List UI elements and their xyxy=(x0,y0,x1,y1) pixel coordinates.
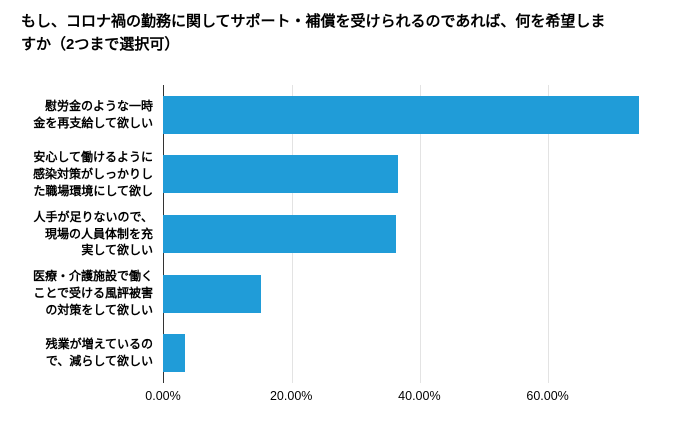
chart-row: 残業が増えているの で、減らして欲しい xyxy=(0,323,695,383)
plot-area: 慰労金のような一時 金を再支給して欲しい安心して働けるように 感染対策がしっかり… xyxy=(0,85,695,383)
bar-track xyxy=(163,145,695,205)
x-tick-label: 20.00% xyxy=(269,389,313,403)
chart-row: 人手が足りないので、 現場の人員体制を充 実して欲しい xyxy=(0,204,695,264)
bar-track xyxy=(163,204,695,264)
category-label: 慰労金のような一時 金を再支給して欲しい xyxy=(33,99,153,130)
bar-track xyxy=(163,264,695,324)
bar xyxy=(163,95,639,134)
bar xyxy=(163,334,185,373)
chart-row: 医療・介護施設で働く ことで受ける風評被害 の対策をして欲しい xyxy=(0,264,695,324)
x-axis: 0.00% 20.00% 40.00% 60.00% xyxy=(145,389,695,407)
bar-track xyxy=(163,85,695,145)
chart-title: もし、コロナ禍の勤務に関してサポート・補償を受けられるのであれば、何を希望しま … xyxy=(21,13,606,53)
x-tick-label: 60.00% xyxy=(526,389,569,403)
gridline xyxy=(547,85,549,383)
category-label: 人手が足りないので、 現場の人員体制を充 実して欲しい xyxy=(33,209,153,258)
bar-track xyxy=(163,323,695,383)
x-tick-label: 0.00% xyxy=(145,389,181,403)
chart-row: 安心して働けるように 感染対策がしっかりし た職場環境にして欲し xyxy=(0,145,695,205)
bar xyxy=(163,155,398,194)
chart-row: 慰労金のような一時 金を再支給して欲しい xyxy=(0,85,695,145)
category-label: 医療・介護施設で働く ことで受ける風評被害 の対策をして欲しい xyxy=(32,269,153,317)
bar xyxy=(163,274,262,313)
category-label: 残業が増えているの で、減らして欲しい xyxy=(45,337,153,369)
bar-rows: 慰労金のような一時 金を再支給して欲しい安心して働けるように 感染対策がしっかり… xyxy=(0,85,695,383)
gridline xyxy=(419,85,421,383)
x-tick-label: 40.00% xyxy=(398,389,441,403)
category-label: 安心して働けるように 感染対策がしっかりし た職場環境にして欲し xyxy=(32,150,153,198)
bar xyxy=(163,214,396,253)
